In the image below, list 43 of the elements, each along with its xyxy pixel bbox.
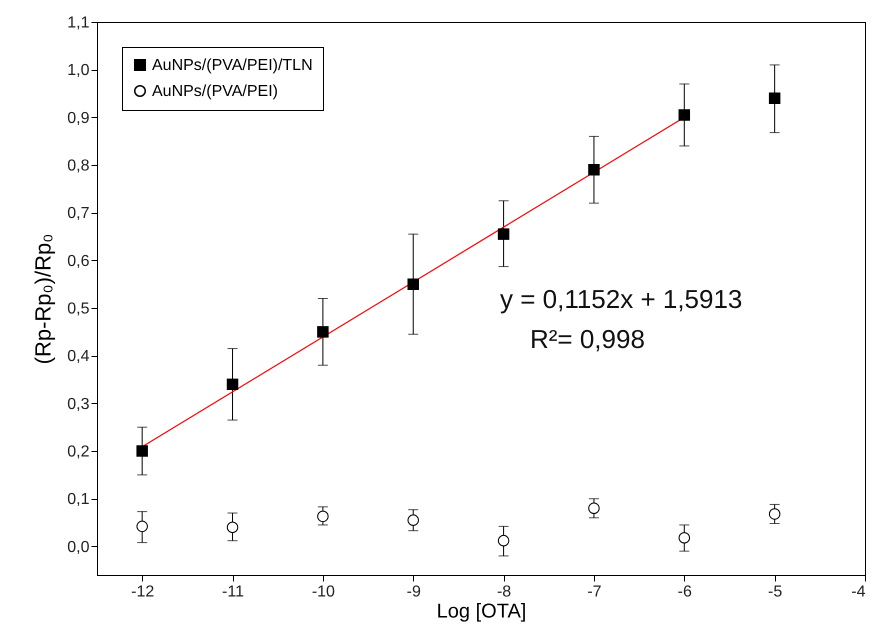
x-tick-label: -12 [131, 584, 154, 600]
point [768, 92, 780, 104]
point [136, 445, 148, 457]
point [407, 278, 419, 290]
point [768, 508, 780, 520]
point [678, 532, 690, 544]
y-tick-label: 0,0 [67, 538, 90, 556]
legend-label: AuNPs/(PVA/PEI)/TLN [152, 57, 313, 74]
x-tick-label: -6 [678, 584, 692, 600]
point [678, 109, 690, 121]
point [226, 522, 238, 534]
annotation: R²= 0,998 [530, 324, 645, 354]
x-tick-label: -7 [587, 584, 602, 600]
x-tick-label: -8 [496, 584, 512, 600]
point [226, 378, 238, 390]
y-tick-label: 0,4 [67, 348, 90, 366]
y-tick-label: 0,6 [67, 252, 90, 270]
legend-label: AuNPs/(PVA/PEI) [152, 83, 278, 100]
y-tick-label: 0,2 [67, 444, 90, 461]
y-tick-label: 1,0 [67, 62, 90, 80]
x-tick-label: -11 [222, 584, 244, 600]
y-tick-label: 0,1 [67, 491, 90, 508]
x-tick-label: -10 [312, 584, 336, 600]
point [136, 520, 148, 532]
point [498, 534, 510, 546]
y-axis-title: (Rp-Rp₀)/Rp₀ [30, 234, 56, 364]
y-tick-label: 0,7 [67, 205, 90, 222]
point [588, 164, 600, 176]
point [317, 326, 329, 338]
x-axis-title: Log [OTA] [436, 600, 526, 622]
point [588, 502, 600, 514]
point [317, 510, 329, 522]
y-tick-label: 0,9 [67, 110, 90, 127]
x-tick-label: -9 [406, 584, 421, 600]
x-tick-label: -4 [851, 584, 866, 600]
point [498, 228, 510, 240]
y-tick-label: 0,5 [67, 300, 90, 318]
y-tick-label: 1,1 [67, 14, 90, 32]
x-tick-label: -5 [768, 584, 782, 600]
annotation: y = 0,1152x + 1,5913 [500, 284, 742, 314]
y-tick-label: 0,8 [67, 158, 90, 175]
point [407, 514, 419, 526]
y-tick-label: 0,3 [67, 396, 90, 413]
